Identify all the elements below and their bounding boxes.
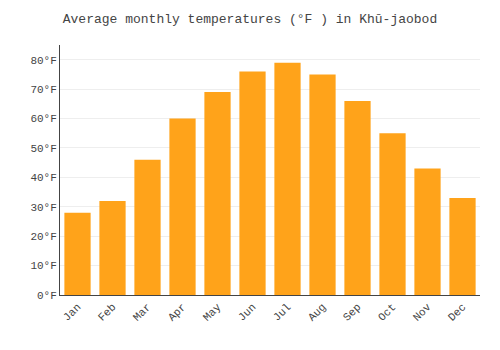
svg-text:0°F: 0°F <box>37 290 57 302</box>
svg-text:Feb: Feb <box>96 301 118 323</box>
svg-text:20°F: 20°F <box>30 231 56 243</box>
svg-text:50°F: 50°F <box>30 143 56 155</box>
svg-text:Mar: Mar <box>131 301 153 323</box>
svg-text:70°F: 70°F <box>30 84 56 96</box>
svg-text:May: May <box>201 301 224 324</box>
svg-text:Jul: Jul <box>271 301 293 323</box>
svg-text:Oct: Oct <box>376 301 398 323</box>
svg-text:60°F: 60°F <box>30 113 56 125</box>
svg-text:Sep: Sep <box>341 301 363 323</box>
svg-text:Average monthly temperatures (: Average monthly temperatures (°F ) in Kh… <box>63 12 437 27</box>
svg-text:Nov: Nov <box>411 301 434 324</box>
svg-text:Apr: Apr <box>166 301 188 323</box>
svg-text:30°F: 30°F <box>30 202 56 214</box>
svg-text:10°F: 10°F <box>30 260 56 272</box>
svg-text:Jun: Jun <box>236 301 258 323</box>
svg-text:Jan: Jan <box>61 301 83 323</box>
svg-text:Aug: Aug <box>306 301 328 323</box>
svg-text:80°F: 80°F <box>30 55 56 67</box>
svg-text:Dec: Dec <box>446 301 468 323</box>
svg-text:40°F: 40°F <box>30 172 56 184</box>
